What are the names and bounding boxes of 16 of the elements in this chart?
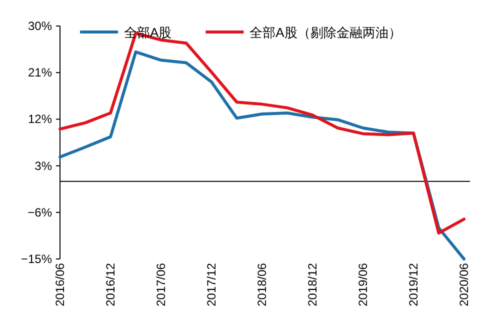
x-tick-label: 2018/12	[306, 262, 320, 306]
legend-label: 全部A股（剔除金融两油）	[250, 25, 402, 40]
y-tick-label: −15%	[20, 252, 52, 266]
y-tick-label: 21%	[28, 66, 52, 80]
x-tick-label: 2018/06	[255, 262, 269, 306]
y-tick-label: 3%	[34, 158, 52, 173]
x-tick-label: 2017/12	[204, 262, 218, 306]
y-tick-label: 12%	[28, 112, 52, 126]
x-tick-label: 2020/06	[457, 262, 471, 306]
x-tick-label: 2017/06	[154, 262, 168, 306]
x-tick-label: 2016/12	[104, 262, 118, 306]
x-tick-label: 2019/06	[356, 262, 370, 306]
y-tick-label: 30%	[28, 19, 52, 33]
x-tick-label: 2016/06	[53, 262, 67, 306]
y-tick-label: −6%	[28, 205, 52, 220]
x-tick-label: 2019/12	[406, 262, 420, 306]
